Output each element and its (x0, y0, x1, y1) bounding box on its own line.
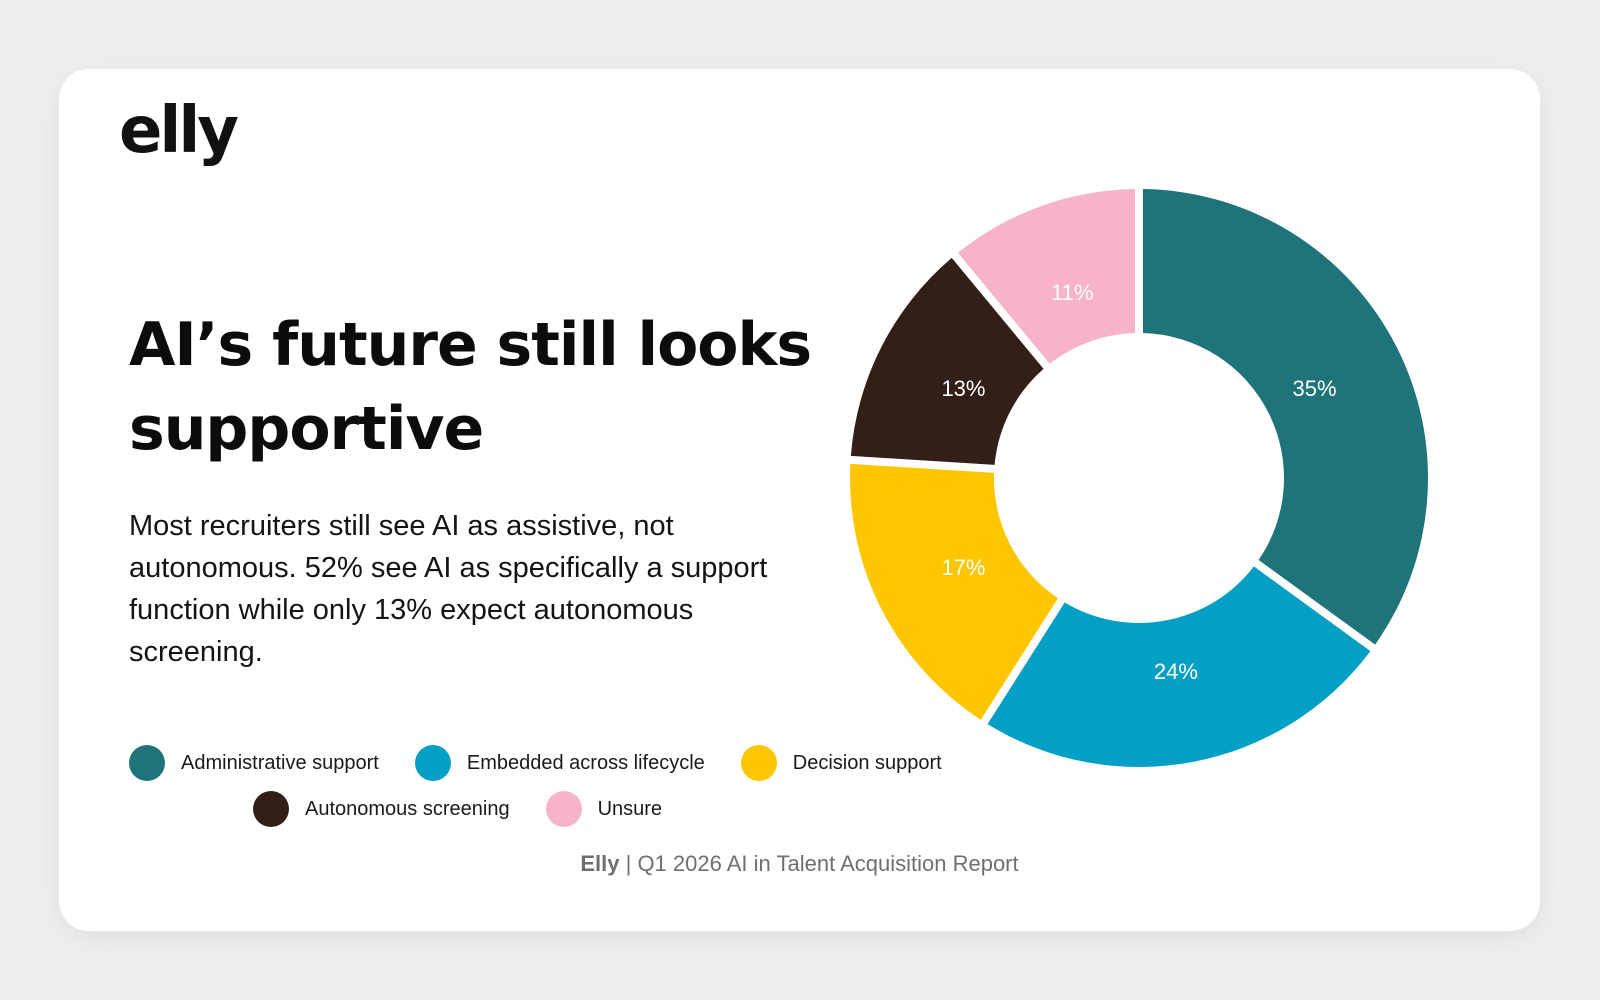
report-card: elly AI’s future still looks supportive … (59, 69, 1540, 931)
donut-slice-autonomous-screening (850, 257, 1044, 465)
legend-item: Decision support (740, 745, 942, 781)
legend-swatch (414, 745, 451, 781)
donut-slice-decision-support (850, 463, 1058, 720)
legend-item: Administrative support (129, 745, 379, 781)
legend-item: Embedded across lifecycle (414, 745, 705, 781)
legend-swatch (253, 791, 289, 827)
footer-report-title: | Q1 2026 AI in Talent Acquisition Repor… (619, 851, 1019, 876)
legend-swatch (545, 791, 582, 827)
legend-label: Unsure (597, 797, 663, 820)
chart-legend: Administrative support Embedded across li… (129, 745, 1009, 837)
slice-data-label: 11% (1051, 280, 1093, 305)
legend-item: Autonomous screening (253, 791, 510, 827)
legend-row: Autonomous screening Unsure (129, 791, 1009, 827)
description-text: Most recruiters still see AI as assistiv… (129, 510, 768, 668)
legend-item: Unsure (545, 791, 663, 827)
legend-label: Autonomous screening (305, 797, 510, 820)
footer-citation: Elly | Q1 2026 AI in Talent Acquisition … (59, 851, 1540, 877)
legend-label: Embedded across lifecycle (466, 751, 705, 774)
legend-row: Administrative support Embedded across li… (129, 745, 1009, 781)
page-title: AI’s future still looks supportive (129, 310, 812, 464)
slice-data-label: 17% (941, 555, 985, 580)
legend-label: Decision support (792, 751, 942, 774)
slice-data-label: 24% (1154, 659, 1198, 684)
donut-slice-embedded-across-lifecycle (987, 566, 1371, 768)
elly-logo: elly (119, 94, 239, 168)
donut-chart: 35% 24% 17% 13% 11% (850, 189, 1428, 768)
slice-data-label: 35% (1293, 376, 1337, 401)
donut-slice-unsure (957, 189, 1136, 364)
legend-swatch (740, 745, 777, 781)
legend-label: Administrative support (181, 751, 379, 774)
slice-data-label: 13% (941, 376, 985, 401)
donut-slice-administrative-support (1142, 189, 1428, 645)
legend-swatch (129, 745, 165, 781)
footer-brand: Elly (580, 851, 620, 876)
